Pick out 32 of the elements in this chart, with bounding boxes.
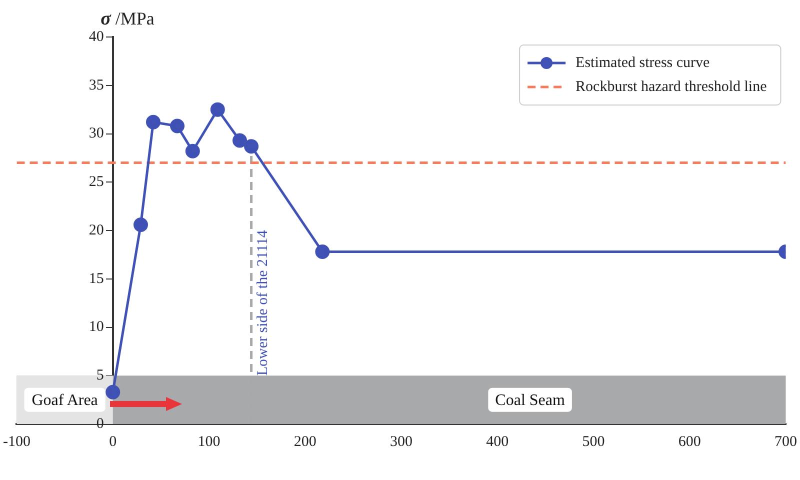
y-tick-label: 25: [88, 174, 104, 190]
y-tick-label: 40: [88, 28, 104, 45]
y-tick-label: 35: [88, 77, 104, 94]
y-tick-label: 30: [88, 126, 104, 142]
legend-label: Estimated stress curve: [576, 54, 710, 71]
x-tick-label: 500: [582, 434, 605, 450]
x-tick-label: 700: [774, 434, 797, 450]
y-tick-label: 10: [88, 319, 104, 336]
legend-label: Rockburst hazard threshold line: [576, 78, 768, 95]
band-label: Goaf Area: [32, 392, 98, 410]
x-tick-label: 300: [390, 434, 412, 450]
x-tick-label: 200: [294, 434, 316, 450]
x-tick-label: 400: [486, 434, 509, 450]
band-label: Coal Seam: [495, 392, 566, 410]
x-tick-label: 100: [198, 434, 220, 450]
point: [146, 114, 160, 130]
point: [232, 133, 248, 148]
ref-line-label: Lower side of the 21114: [255, 230, 272, 376]
point: [134, 217, 148, 232]
x-tick-label: 600: [678, 434, 701, 450]
y-tick-label: 20: [88, 222, 104, 238]
point: [210, 102, 225, 117]
point: [315, 244, 330, 260]
point: [106, 384, 120, 400]
y-axis-title: σ /MPa: [100, 8, 154, 30]
x-tick-label: 0: [109, 434, 117, 450]
y-tick-label: 15: [88, 270, 104, 287]
y-tick-label: 5: [96, 368, 104, 384]
point: [170, 118, 185, 134]
point: [185, 144, 200, 158]
x-tick-label: -100: [3, 434, 30, 450]
point: [244, 139, 259, 154]
